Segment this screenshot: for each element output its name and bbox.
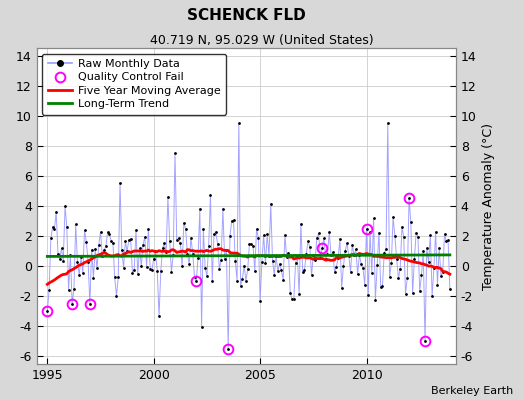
- Text: 40.719 N, 95.029 W (United States): 40.719 N, 95.029 W (United States): [150, 34, 374, 47]
- Title: SCHENCK FLD: SCHENCK FLD: [187, 8, 305, 23]
- Legend: Raw Monthly Data, Quality Control Fail, Five Year Moving Average, Long-Term Tren: Raw Monthly Data, Quality Control Fail, …: [42, 54, 226, 115]
- Y-axis label: Temperature Anomaly (°C): Temperature Anomaly (°C): [482, 122, 495, 290]
- Text: Berkeley Earth: Berkeley Earth: [431, 386, 514, 396]
